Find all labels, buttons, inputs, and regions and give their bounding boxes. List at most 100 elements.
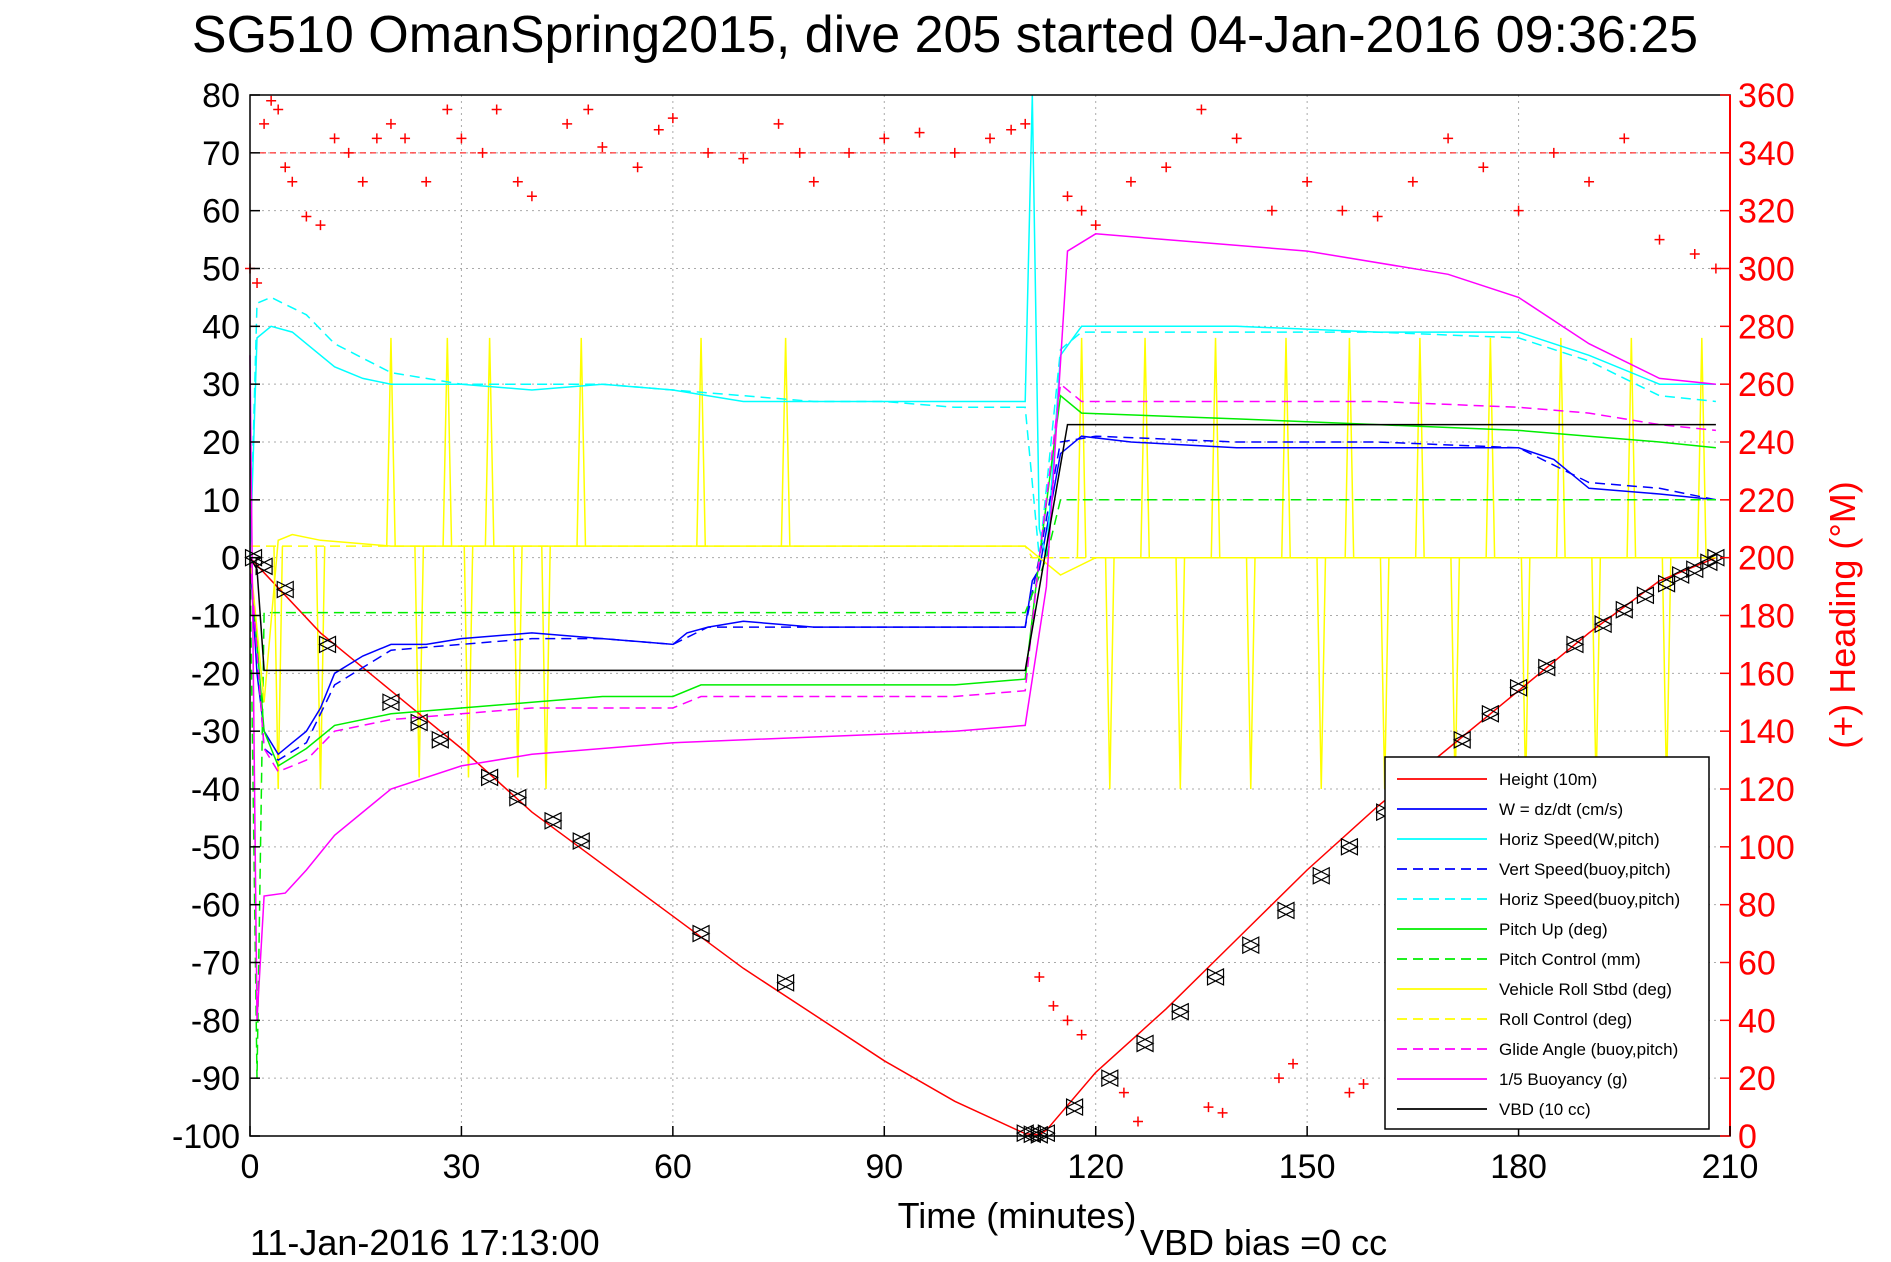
heading-point	[1584, 176, 1595, 187]
right-axis: 3603403203002802602402202001801601401201…	[1720, 77, 1795, 1156]
series-horiz_wp	[249, 94, 1716, 558]
height-marker	[409, 713, 429, 732]
tick-label-left: -30	[191, 713, 240, 751]
heading-point	[738, 153, 749, 164]
heading-point	[301, 211, 312, 222]
tick-label-left: 70	[202, 135, 240, 173]
tick-label-left: -50	[191, 829, 240, 867]
legend-label: Roll Control (deg)	[1499, 1010, 1632, 1029]
heading-point	[1231, 133, 1242, 144]
legend-label: Vehicle Roll Stbd (deg)	[1499, 980, 1672, 999]
series-glide	[249, 382, 1716, 773]
roll-spike	[1555, 337, 1566, 558]
heading-point	[794, 147, 805, 158]
legend-label: Horiz Speed(W,pitch)	[1499, 830, 1660, 849]
roll-spike	[1281, 337, 1291, 558]
heading-point	[266, 95, 277, 106]
heading-point	[985, 133, 995, 144]
tick-label-x: 180	[1490, 1148, 1547, 1186]
height-marker	[1015, 1124, 1035, 1143]
heading-point	[343, 147, 354, 158]
height-marker	[1241, 936, 1261, 955]
heading-point	[1118, 1087, 1129, 1098]
tick-label-x: 90	[865, 1148, 903, 1186]
heading-point	[773, 118, 784, 129]
tick-label-left: -80	[191, 1002, 240, 1040]
heading-point	[808, 176, 819, 187]
tick-label-left: 80	[202, 77, 240, 115]
height-marker	[1565, 635, 1585, 654]
height-marker	[571, 832, 591, 851]
legend: Height (10m) W = dz/dt (cm/s) Horiz Speed(…	[1384, 756, 1710, 1130]
height-marker	[1276, 901, 1296, 920]
height-marker	[1671, 566, 1691, 584]
roll-spike	[484, 337, 495, 547]
heading-point	[1513, 205, 1524, 216]
tick-label-left: -100	[172, 1118, 240, 1156]
tick-label-right: 360	[1738, 77, 1795, 115]
roll-spike	[512, 546, 523, 778]
heading-point	[879, 133, 890, 144]
legend-label: VBD (10 cc)	[1499, 1100, 1591, 1119]
series-roll_ctl	[250, 545, 1716, 559]
heading-point	[315, 220, 326, 231]
tick-label-x: 120	[1067, 1148, 1124, 1186]
height-marker	[1100, 1069, 1120, 1088]
tick-label-right: 100	[1738, 829, 1795, 867]
heading-point	[1478, 162, 1489, 173]
tick-label-right: 160	[1738, 655, 1795, 693]
tick-label-left: 0	[221, 540, 240, 578]
x-axis-title: Time (minutes)	[898, 1195, 1137, 1236]
heading-point	[1689, 249, 1700, 260]
legend-label: Pitch Control (mm)	[1499, 950, 1641, 969]
heading-point	[1654, 234, 1665, 245]
height-marker	[1537, 658, 1557, 677]
heading-point	[1302, 176, 1313, 187]
tick-label-left: 40	[202, 308, 240, 346]
heading-point	[252, 277, 263, 288]
legend-label: Pitch Up (deg)	[1499, 920, 1608, 939]
heading-point	[421, 176, 432, 187]
heading-point	[1076, 205, 1087, 216]
tick-label-right: 340	[1738, 135, 1795, 173]
heading-point	[329, 133, 340, 144]
tick-label-right: 180	[1738, 598, 1795, 636]
roll-spike	[1344, 337, 1355, 558]
roll-spike	[1450, 557, 1461, 790]
roll-spike	[1414, 337, 1425, 558]
tick-label-left: -60	[191, 887, 240, 925]
heading-point	[949, 147, 960, 158]
tick-label-right: 140	[1738, 713, 1795, 751]
height-marker	[508, 788, 528, 807]
height-marker	[1636, 586, 1655, 605]
roll-spike	[1591, 557, 1602, 790]
heading-point	[703, 147, 714, 158]
height-marker	[1452, 730, 1472, 749]
heading-point	[914, 127, 925, 138]
tick-label-x: 30	[443, 1148, 481, 1186]
height-marker	[1509, 678, 1528, 697]
heading-point	[667, 113, 678, 124]
height-marker	[244, 548, 263, 567]
tick-label-right: 200	[1738, 540, 1795, 578]
roll-spike	[463, 546, 474, 778]
heading-point	[1337, 205, 1348, 216]
x-axis: 0 30 60 90 120 150 180 210	[241, 1126, 1758, 1186]
heading-point	[1407, 176, 1418, 187]
footer-timestamp: 11-Jan-2016 17:13:00	[250, 1222, 600, 1262]
tick-label-left: -40	[191, 771, 240, 809]
tick-label-right: 0	[1738, 1118, 1757, 1156]
heading-point	[512, 176, 523, 187]
roll-spike	[1485, 337, 1496, 558]
heading-point	[1062, 1015, 1073, 1026]
heading-point	[1125, 176, 1136, 187]
heading-point	[1288, 1058, 1299, 1069]
tick-label-right: 320	[1738, 193, 1795, 231]
heading-point	[562, 118, 573, 129]
legend-label: Height (10m)	[1499, 770, 1597, 789]
tick-label-right: 280	[1738, 308, 1795, 346]
heading-point	[1034, 971, 1045, 982]
tick-label-left: -90	[191, 1060, 240, 1098]
height-marker	[1614, 600, 1634, 619]
roll-spike	[1696, 337, 1707, 558]
